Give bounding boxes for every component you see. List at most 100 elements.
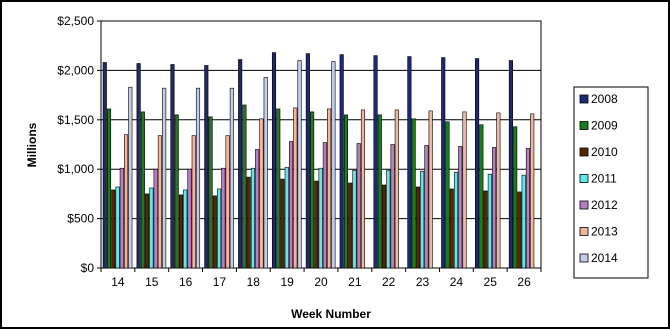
x-tick-label: 19	[280, 275, 294, 289]
legend-label-2008: 2008	[591, 92, 618, 106]
bar-2011-week-24	[453, 171, 459, 269]
bar-2011-week-23	[420, 170, 425, 269]
x-axis-ticks: 14 15 16 17 18 19 20 21 22 23 24 25 26	[100, 268, 542, 289]
bar-2008-week-24	[441, 57, 446, 269]
bar-2009-week-25	[479, 124, 484, 269]
x-tick-label: 22	[382, 275, 396, 289]
x-tick-label: 17	[213, 275, 227, 289]
bar-2013-week-20	[327, 108, 332, 269]
x-tick-label: 18	[247, 275, 261, 289]
bar-2009-week-18	[242, 104, 247, 269]
bar-2012-week-24	[458, 146, 463, 269]
legend-label-2014: 2014	[591, 251, 618, 265]
bar-2011-week-18	[250, 167, 255, 269]
bar-2009-week-26	[513, 126, 518, 269]
bar-2010-week-16	[178, 194, 184, 269]
bar-2009-week-17	[208, 116, 213, 269]
bar-2014-week-18	[263, 77, 268, 269]
bar-2010-week-26	[517, 191, 522, 269]
bar-2010-week-25	[483, 190, 488, 269]
y-axis-ticks: $0 $500 $1,000 $1,500 $2,000 $2,500	[57, 14, 101, 275]
bar-2008-week-16	[170, 64, 175, 269]
bar-2009-week-16	[174, 114, 179, 269]
y-axis-title: Millions	[25, 122, 39, 167]
y-tick-label: $1,000	[57, 162, 94, 176]
bar-2008-week-14	[102, 62, 107, 269]
bar-2008-week-20	[305, 53, 310, 269]
bar-2012-week-25	[492, 147, 497, 269]
bar-2008-week-18	[238, 59, 243, 269]
legend-label-2013: 2013	[591, 225, 618, 239]
bar-2014-week-19	[297, 60, 302, 269]
bar-2012-week-17	[221, 167, 226, 269]
bar-2010-week-15	[145, 193, 150, 269]
bar-2013-week-24	[462, 111, 467, 269]
legend-label-2009: 2009	[591, 119, 618, 133]
legend-swatch-2008	[579, 94, 589, 104]
legend-swatch-2012	[579, 200, 589, 210]
y-tick-label: $1,500	[57, 113, 94, 127]
y-tick-label: $2,500	[57, 14, 94, 28]
legend-label-2011: 2011	[591, 172, 617, 186]
bar-2010-week-20	[314, 180, 319, 269]
bar-2012-week-22	[390, 144, 395, 269]
legend-swatch-2010	[579, 147, 589, 157]
bar-2014-week-17	[229, 87, 234, 269]
bar-2012-week-19	[288, 141, 294, 269]
legend-swatch-2013	[579, 227, 589, 236]
bar-2013-week-15	[157, 135, 162, 269]
bar-2013-week-26	[530, 113, 535, 269]
bar-2011-week-17	[217, 188, 222, 269]
bar-2011-week-21	[352, 169, 357, 269]
bar-2012-week-15	[153, 168, 158, 269]
bar-2011-week-26	[521, 174, 526, 269]
y-tick-label: $2,000	[57, 63, 94, 77]
y-tick-label: $0	[81, 261, 95, 275]
bar-2011-week-14	[115, 186, 120, 269]
legend-swatch-2014	[579, 253, 589, 263]
y-tick-label: $500	[67, 212, 94, 226]
bar-2010-week-18	[246, 176, 251, 269]
bar-2010-week-14	[111, 189, 116, 269]
x-tick-label: 21	[348, 275, 362, 289]
bar-2011-week-15	[149, 187, 154, 269]
bar-2014-week-16	[195, 87, 201, 269]
bar-2013-week-17	[225, 135, 230, 269]
bar-2009-week-15	[140, 111, 145, 269]
bar-2008-week-26	[508, 60, 513, 269]
legend: 2008 2009 2010 2011 2012 2013 2014	[573, 86, 649, 279]
bar-2010-week-24	[449, 188, 454, 269]
bar-2008-week-17	[204, 65, 209, 269]
bar-2014-week-14	[128, 86, 133, 269]
bar-2010-week-21	[348, 182, 353, 269]
bar-2009-week-23	[411, 118, 416, 269]
bar-2009-week-14	[106, 108, 112, 269]
bar-2013-week-18	[259, 118, 264, 269]
bar-2012-week-20	[322, 142, 327, 269]
bars	[102, 52, 535, 269]
bar-2014-week-20	[331, 61, 336, 269]
bar-2011-week-25	[487, 173, 492, 269]
bar-2011-week-22	[386, 169, 391, 269]
bar-2012-week-23	[424, 145, 429, 269]
bar-2012-week-18	[255, 149, 260, 269]
bar-2009-week-20	[310, 111, 315, 269]
bar-2011-week-16	[183, 189, 188, 269]
bar-2013-week-19	[293, 107, 298, 269]
bar-2013-week-25	[496, 112, 501, 269]
legend-label-2010: 2010	[591, 145, 618, 159]
bar-2008-week-15	[136, 63, 141, 269]
x-tick-label: 25	[484, 275, 498, 289]
bar-2013-week-22	[394, 109, 399, 269]
x-tick-label: 15	[145, 275, 159, 289]
x-tick-label: 26	[517, 275, 531, 289]
x-axis-title: Week Number	[291, 307, 371, 321]
bar-2009-week-22	[377, 114, 382, 269]
bar-2013-week-14	[124, 134, 129, 269]
bar-2010-week-17	[212, 195, 217, 269]
bar-2011-week-20	[318, 167, 323, 269]
bar-2008-week-25	[475, 58, 480, 269]
bar-2012-week-21	[356, 143, 361, 269]
x-tick-label: 24	[450, 275, 464, 289]
